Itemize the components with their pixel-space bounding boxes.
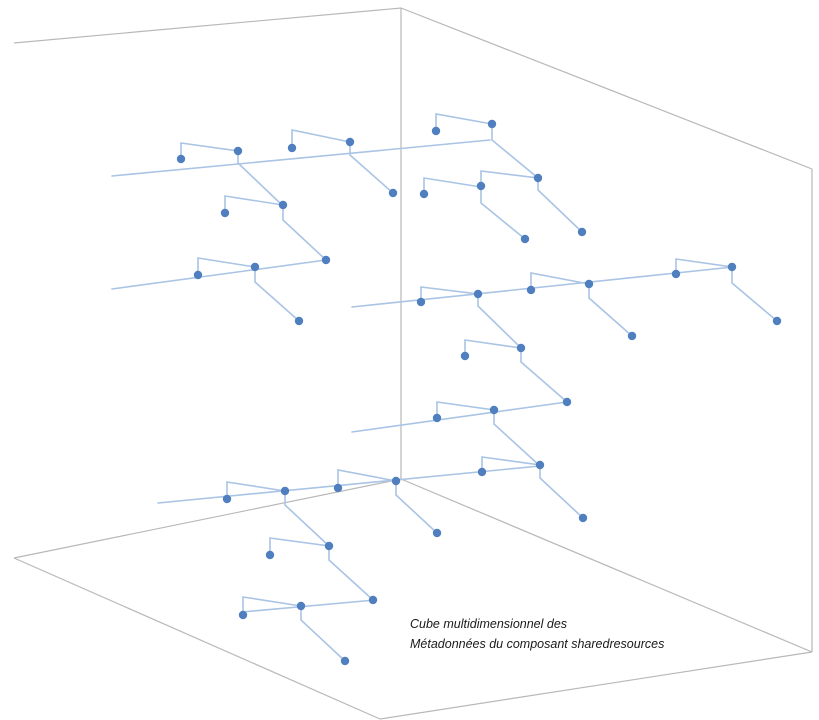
tree-node	[333, 483, 343, 493]
tree-node	[520, 234, 530, 244]
tree-node	[340, 656, 350, 666]
cube-bottom-front-edge	[379, 651, 813, 720]
tree-node	[193, 270, 203, 280]
tree-node	[324, 541, 334, 551]
tree-node	[250, 262, 260, 272]
tree-node	[222, 494, 232, 504]
trunk-line	[351, 266, 734, 308]
branch-line	[480, 170, 583, 233]
tree-node	[535, 460, 545, 470]
trunk-line	[111, 139, 491, 177]
trunk-line	[157, 465, 541, 504]
cube-wireframe	[13, 7, 813, 720]
branch-line	[197, 257, 300, 322]
branch-line	[420, 286, 521, 348]
tree-node	[489, 405, 499, 415]
tree-node	[294, 316, 304, 326]
branch-line	[436, 401, 541, 467]
tree-node	[473, 289, 483, 299]
tree-node	[238, 610, 248, 620]
branch-line	[337, 469, 438, 534]
tree-node	[416, 297, 426, 307]
tree-branches	[111, 113, 778, 662]
tree-node	[577, 227, 587, 237]
tree-node	[533, 173, 543, 183]
trunk-line	[111, 259, 327, 290]
branch-line	[291, 129, 394, 194]
tree-node	[280, 486, 290, 496]
tree-node	[477, 467, 487, 477]
tree-node	[772, 316, 782, 326]
tree-node	[727, 262, 737, 272]
tree-node	[388, 188, 398, 198]
tree-node	[516, 343, 526, 353]
tree-node	[345, 137, 355, 147]
tree-node	[287, 143, 297, 153]
tree-node	[220, 208, 230, 218]
tree-node	[627, 331, 637, 341]
tree-node	[368, 595, 378, 605]
tree-node	[278, 200, 288, 210]
branch-line	[423, 177, 526, 240]
tree-node	[391, 476, 401, 486]
cube-bottom-left-edge	[13, 557, 381, 720]
tree-node	[460, 351, 470, 361]
tree-node	[487, 119, 497, 129]
tree-node	[476, 181, 486, 191]
cube-bottom-right-edge	[400, 478, 813, 653]
cube-top-edge	[400, 7, 813, 170]
trunk-line	[241, 599, 376, 613]
tree-node	[432, 413, 442, 423]
tree-node	[321, 255, 331, 265]
branch-line	[224, 195, 327, 261]
caption-line-1: Cube multidimensionnel des	[410, 617, 568, 631]
tree-node	[562, 397, 572, 407]
caption-line-2: Métadonnées du composant sharedresources	[410, 637, 665, 651]
branch-line	[464, 339, 568, 403]
tree-node	[419, 189, 429, 199]
tree-node	[671, 269, 681, 279]
tree-node	[584, 279, 594, 289]
tree-node	[233, 146, 243, 156]
tree-node	[578, 513, 588, 523]
branch-line	[269, 537, 374, 601]
tree-node	[176, 154, 186, 164]
tree-node	[526, 285, 536, 295]
tree-nodes	[176, 119, 782, 666]
branch-line	[530, 272, 633, 337]
cube-back-face	[13, 7, 402, 559]
branch-line	[180, 142, 283, 206]
branch-line	[435, 113, 539, 179]
tree-node	[265, 550, 275, 560]
trunk-line	[351, 401, 568, 433]
diagram-caption: Cube multidimensionnel des Métadonnées d…	[410, 614, 664, 654]
tree-node	[296, 601, 306, 611]
tree-node	[432, 528, 442, 538]
tree-node	[431, 126, 441, 136]
